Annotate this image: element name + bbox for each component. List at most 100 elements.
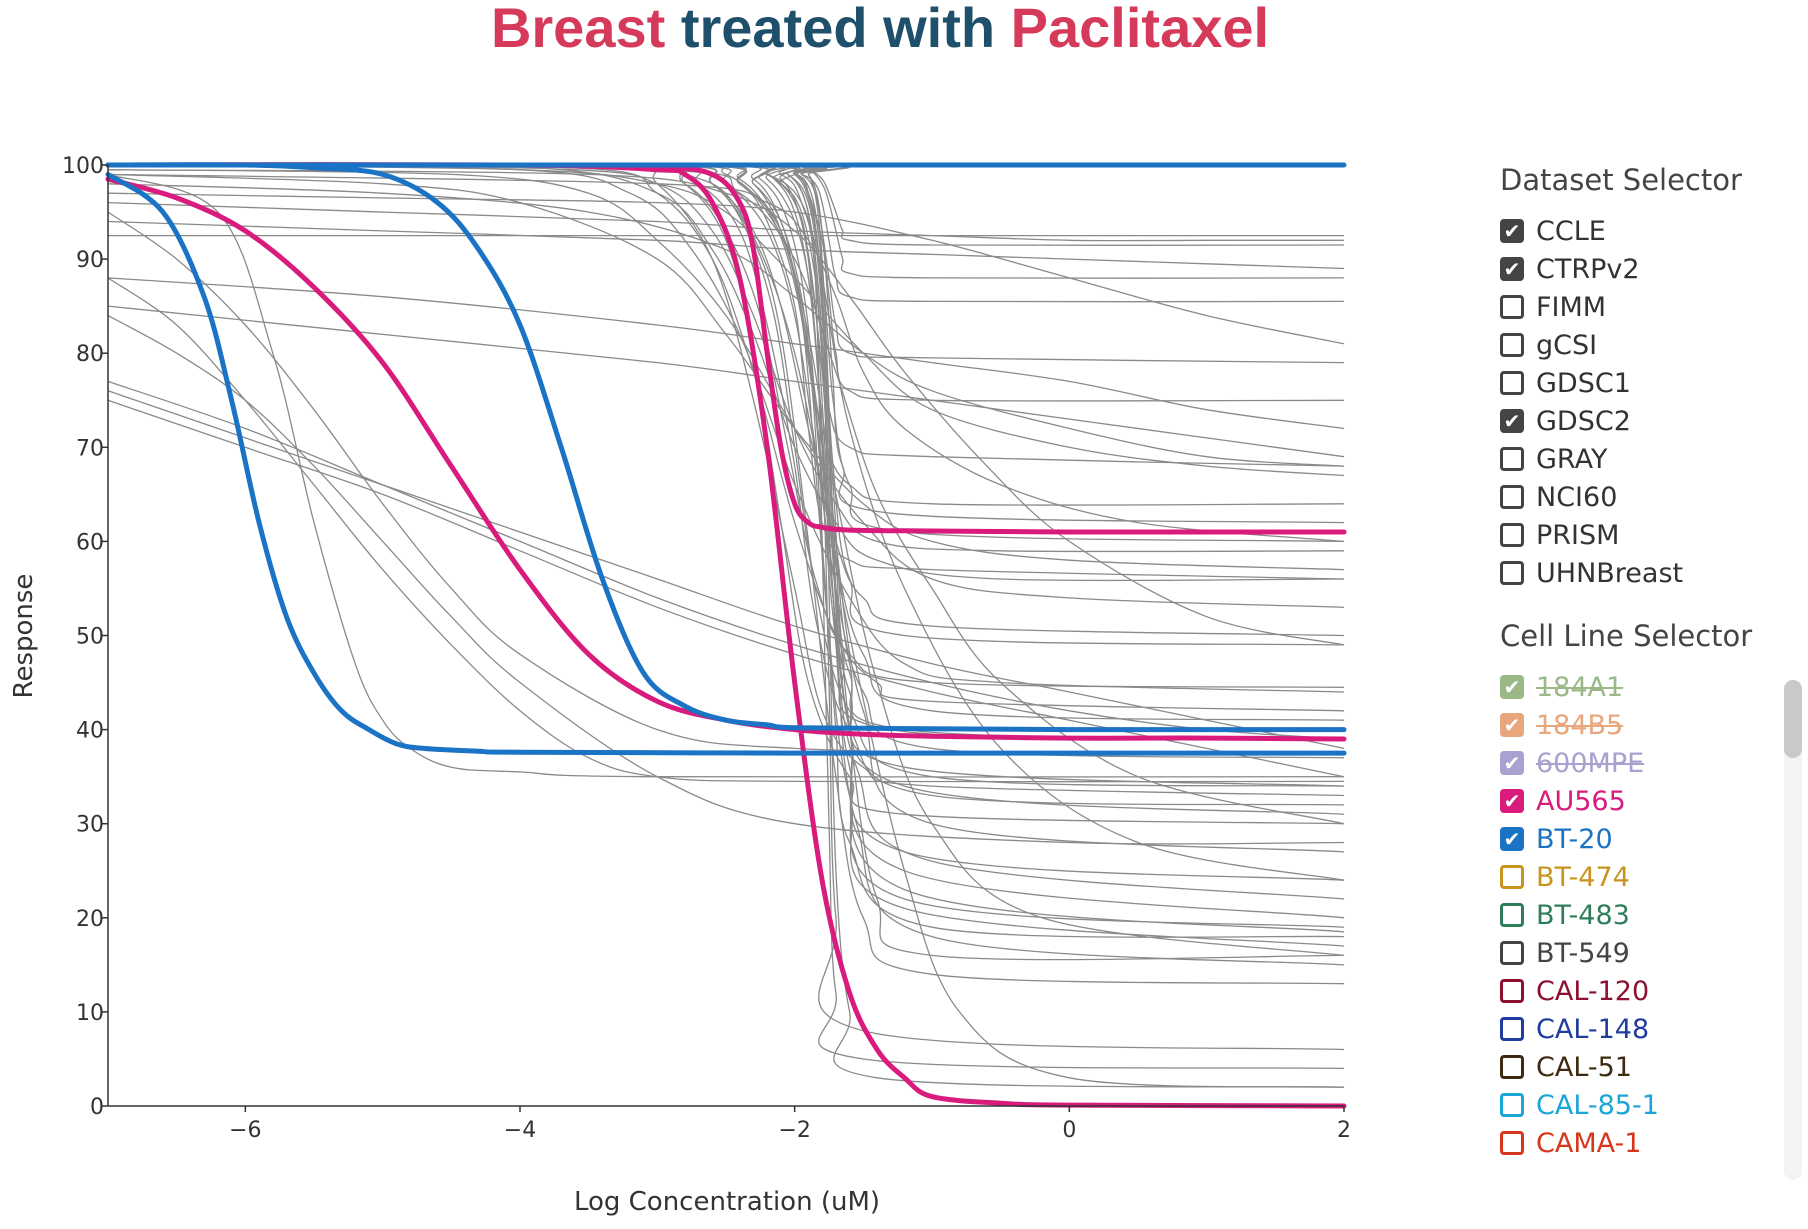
cell-line-checkbox[interactable] [1500,1017,1524,1041]
dataset-option[interactable]: UHNBreast [1500,554,1800,592]
cell-line-checkbox[interactable] [1500,903,1524,927]
cell-line-checkbox[interactable]: ✔ [1500,675,1524,699]
title-cancer-type: Breast [490,0,666,59]
cell-line-label: BT-483 [1536,899,1630,931]
background-curve-60 [107,164,1345,553]
dataset-label: FIMM [1536,291,1607,323]
cell-line-option[interactable]: ✔ BT-20 [1500,820,1800,858]
cell-line-checkbox[interactable]: ✔ [1500,751,1524,775]
dataset-checkbox[interactable] [1500,523,1524,547]
dataset-checkbox[interactable] [1500,333,1524,357]
cell-line-option[interactable]: BT-474 [1500,858,1800,896]
cell-line-label: BT-549 [1536,937,1630,969]
background-curve-42 [107,211,1345,755]
cell-line-option[interactable]: BT-549 [1500,934,1800,972]
cell-line-option[interactable]: CAL-120 [1500,972,1800,1010]
cell-line-label: BT-474 [1536,861,1630,893]
dataset-option[interactable]: FIMM [1500,288,1800,326]
cell-line-option[interactable]: ✔ 600MPE [1500,744,1800,782]
dataset-option[interactable]: ✔ CTRPv2 [1500,250,1800,288]
background-curve-32 [107,163,1345,524]
y-axis-title: Response [9,574,39,699]
background-curve-2 [107,163,1345,961]
cell-line-option[interactable]: ✔ AU565 [1500,782,1800,820]
dataset-label: PRISM [1536,519,1620,551]
chart-title: Breast treated with Paclitaxel [0,0,1760,56]
cell-line-option[interactable]: CAL-51 [1500,1048,1800,1086]
cell-line-selector-title: Cell Line Selector [1500,619,1753,653]
cell-line-option[interactable]: CAL-85-1 [1500,1086,1800,1124]
cell-line-checkbox[interactable] [1500,1093,1524,1117]
background-curve-45 [107,173,1345,778]
background-curve-8 [107,162,1345,797]
dataset-label: CTRPv2 [1536,253,1640,285]
dataset-checkbox[interactable] [1500,371,1524,395]
dataset-checkbox[interactable]: ✔ [1500,257,1524,281]
cell-line-checkbox[interactable] [1500,1055,1524,1079]
cell-line-option[interactable]: BT-483 [1500,896,1800,934]
dataset-label: GDSC1 [1536,367,1631,399]
background-curve-50 [107,277,1345,430]
background-curve-19 [107,173,1345,543]
cell-line-checkbox[interactable] [1500,1131,1524,1155]
background-curve-1 [107,162,1345,985]
dataset-option[interactable]: gCSI [1500,326,1800,364]
cell-line-label: CAL-51 [1536,1051,1632,1083]
title-drug: Paclitaxel [1010,0,1270,59]
legend-panel: Dataset Selector ✔ CCLE ✔ CTRPv2 FIMM gCSI GDS… [1500,160,1800,1170]
dataset-checkbox[interactable] [1500,485,1524,509]
dataset-option[interactable]: GRAY [1500,440,1800,478]
dataset-option[interactable]: GDSC1 [1500,364,1800,402]
cell-line-option[interactable]: CAMA-1 [1500,1124,1800,1162]
cell-line-option[interactable]: ✔ 184B5 [1500,706,1800,744]
background-curve-22 [107,164,1345,825]
legend-scrollbar-thumb[interactable] [1784,680,1802,758]
background-curve-41 [107,163,1345,933]
cell-line-checkbox[interactable]: ✔ [1500,713,1524,737]
y-tick-label: 0 [90,1095,104,1120]
cell-line-label: CAL-85-1 [1536,1089,1659,1121]
background-curve-24 [107,162,1345,957]
cell-line-option[interactable]: CAL-148 [1500,1010,1800,1048]
y-tick-label: 40 [76,719,104,744]
cell-line-option[interactable]: ✔ 184A1 [1500,668,1800,706]
dataset-option[interactable]: ✔ CCLE [1500,212,1800,250]
cell-line-label: BT-20 [1536,823,1613,855]
y-tick-label: 20 [76,907,104,932]
background-curve-44 [107,315,1345,845]
dataset-option[interactable]: PRISM [1500,516,1800,554]
x-tick-label: 0 [1062,1118,1076,1143]
cell-line-checkbox[interactable] [1500,941,1524,965]
curve-bt-20-4 [105,162,1347,733]
curve-au565-2 [105,162,1347,535]
cell-line-checkbox[interactable] [1500,865,1524,889]
title-connector: treated with [665,0,1011,59]
cell-line-label: 184A1 [1536,671,1624,703]
y-tick-label: 70 [76,436,104,461]
highlighted-curves [105,162,1347,1109]
dataset-checkbox[interactable] [1500,295,1524,319]
background-curves [107,162,1345,1088]
dataset-label: GDSC2 [1536,405,1631,437]
curve-bt-20-3 [105,171,1347,756]
cell-line-checkbox[interactable]: ✔ [1500,827,1524,851]
x-axis-title: Log Concentration (uM) [574,1187,880,1217]
y-tick-label: 60 [76,530,104,555]
cell-line-checkbox[interactable] [1500,979,1524,1003]
dataset-option[interactable]: NCI60 [1500,478,1800,516]
legend-scrollbar[interactable] [1784,680,1802,1180]
background-curve-47 [107,390,1345,750]
background-curve-43 [107,277,1345,783]
dataset-checkbox[interactable] [1500,561,1524,585]
dataset-label: NCI60 [1536,481,1618,513]
dataset-label: gCSI [1536,329,1598,361]
dataset-option[interactable]: ✔ GDSC2 [1500,402,1800,440]
cell-line-label: 184B5 [1536,709,1624,741]
dataset-checkbox[interactable]: ✔ [1500,409,1524,433]
cell-line-checkbox[interactable]: ✔ [1500,789,1524,813]
dataset-checkbox[interactable] [1500,447,1524,471]
dataset-checkbox[interactable]: ✔ [1500,219,1524,243]
x-tick-label: 2 [1337,1118,1351,1143]
dataset-label: CCLE [1536,215,1606,247]
